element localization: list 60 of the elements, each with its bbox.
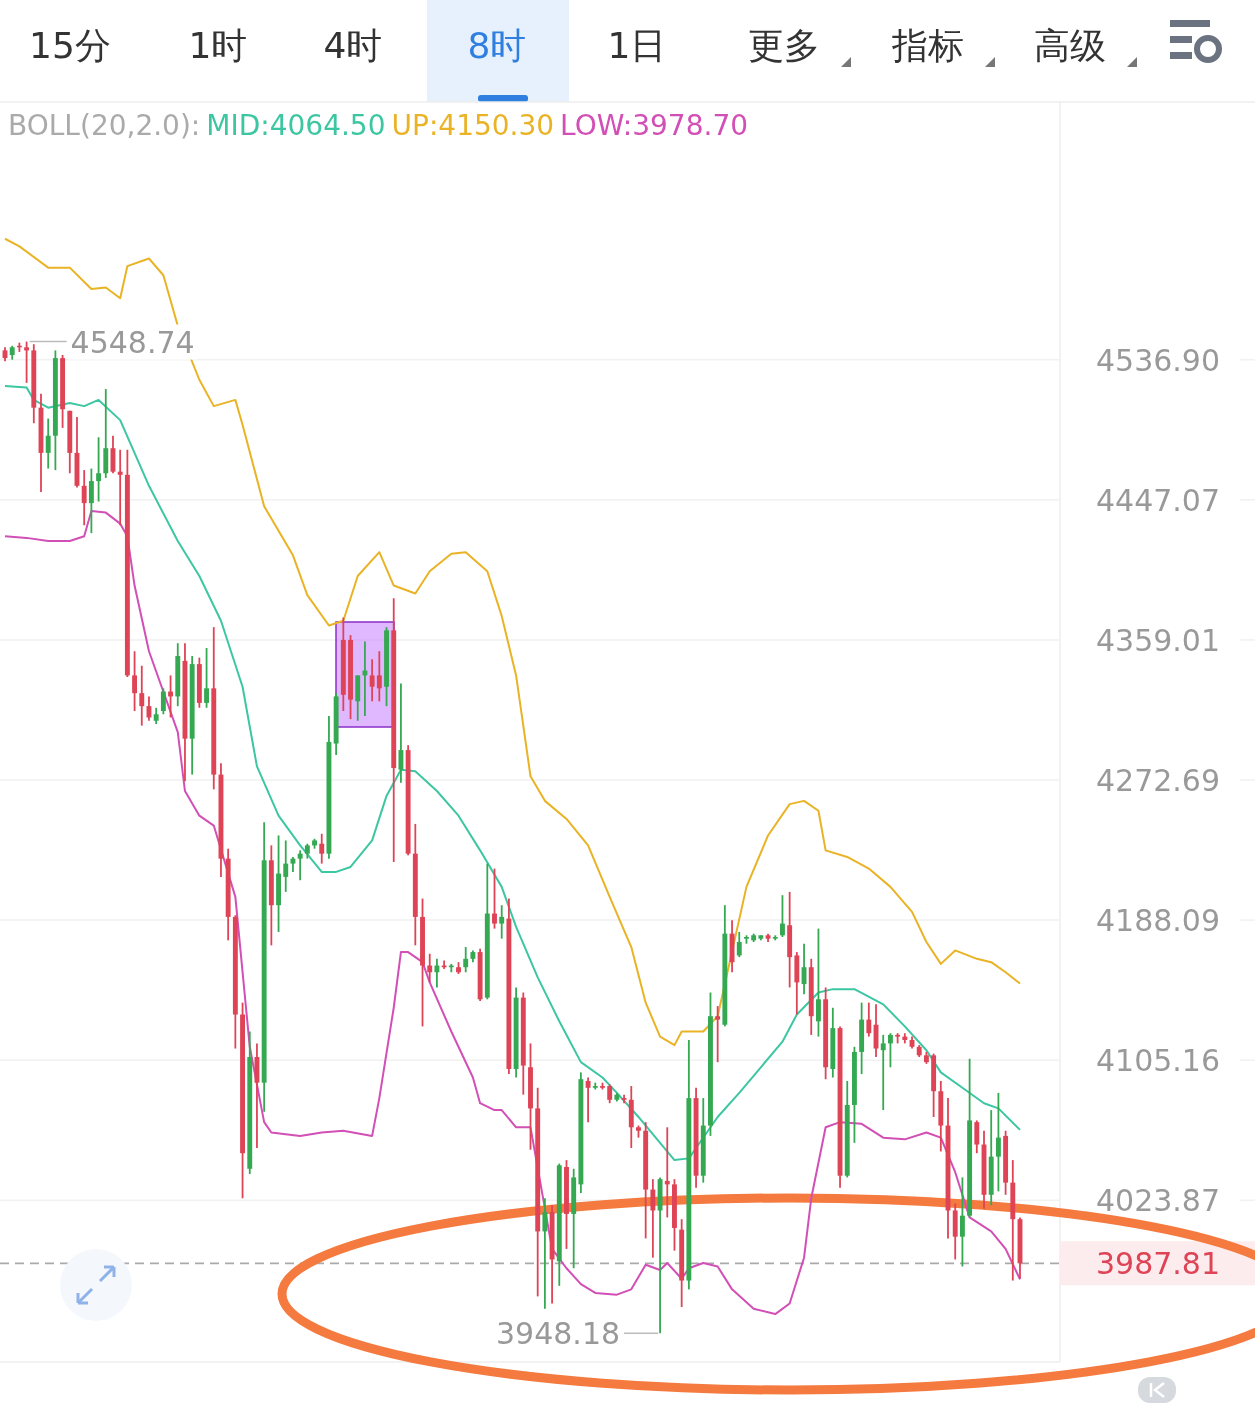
candlestick <box>463 946 469 974</box>
candlestick <box>995 1092 1001 1193</box>
text: 1时 <box>188 25 248 66</box>
annotation: 3948.18 <box>496 1316 621 1352</box>
candlestick <box>974 1119 980 1155</box>
text: 15分 <box>29 25 111 66</box>
candlestick <box>160 687 166 716</box>
candlestick <box>24 340 30 384</box>
candlestick <box>319 832 325 865</box>
y-tick-label: 4447.07 <box>1095 482 1221 518</box>
candlestick <box>434 957 440 989</box>
candlestick <box>398 682 404 784</box>
text: UP:4150.30 <box>391 109 555 142</box>
candlestick <box>780 894 785 938</box>
candlestick <box>607 1083 613 1105</box>
text: 高级 <box>1034 25 1106 66</box>
candlestick <box>887 1032 893 1069</box>
candlestick <box>736 931 742 959</box>
candlestick <box>650 1178 656 1259</box>
candlestick <box>96 436 102 503</box>
candlestick <box>81 469 87 527</box>
text: MID:4064.50 <box>206 109 386 142</box>
y-tick-label: 4536.90 <box>1095 342 1221 378</box>
candlestick <box>139 664 145 727</box>
candlestick <box>45 417 51 470</box>
candlestick <box>585 1076 591 1124</box>
legend-title: BOLL(20,2.0): <box>8 109 201 142</box>
text: 4时 <box>323 25 383 66</box>
candlestick <box>132 650 138 712</box>
y-tick-label: 4023.87 <box>1095 1183 1221 1219</box>
candlestick <box>297 849 303 882</box>
candlestick <box>283 839 289 893</box>
candlestick <box>117 448 123 527</box>
y-tick-label: 4188.09 <box>1095 903 1221 939</box>
candlestick <box>542 1197 548 1310</box>
candlestick <box>959 1176 965 1268</box>
ref-line-label: 3987.81 <box>1095 1246 1221 1282</box>
candlestick <box>880 1033 886 1111</box>
candlestick <box>492 867 497 930</box>
text: 更多 <box>748 25 820 66</box>
y-tick-label: 4105.16 <box>1095 1043 1221 1079</box>
candlestick <box>815 927 821 1038</box>
candlestick <box>499 904 505 940</box>
text: LOW:3978.70 <box>560 109 749 142</box>
candlestick <box>88 467 94 535</box>
candlestick <box>204 647 210 709</box>
candlestick <box>715 1005 721 1064</box>
line-series <box>4 237 1021 1047</box>
annotation: 4548.74 <box>70 324 195 360</box>
candlestick <box>369 658 375 703</box>
text: 指标 <box>891 25 964 66</box>
y-tick-label: 4272.69 <box>1095 763 1221 799</box>
text: 8时 <box>467 25 527 66</box>
candlestick <box>427 952 433 984</box>
y-tick-label: 4359.01 <box>1095 622 1221 658</box>
text: 1日 <box>607 25 667 66</box>
line-series <box>4 384 1021 1162</box>
candlestick <box>866 1001 872 1038</box>
candlestick <box>376 650 382 703</box>
line-series <box>4 510 1021 1316</box>
